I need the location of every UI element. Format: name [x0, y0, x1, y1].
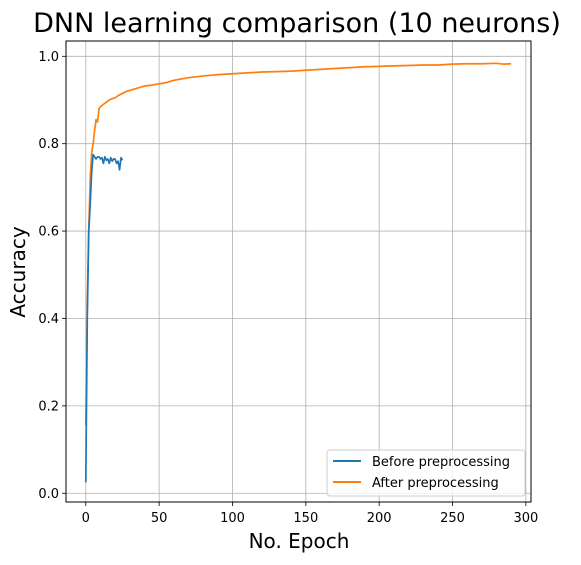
y-tick-label: 0.2	[38, 399, 59, 414]
y-tick-label: 1.0	[38, 50, 59, 65]
tick-layer: 0 50 100 150 200 250 300 0.0 0.2 0.4 0.6 0.8 1.0	[38, 50, 538, 526]
y-tick-label: 0.6	[38, 225, 59, 240]
x-tick-label: 150	[293, 511, 318, 526]
grid	[66, 41, 531, 502]
legend-label-after: After preprocessing	[372, 476, 499, 491]
y-axis-label: Accuracy	[6, 226, 30, 317]
legend: Before preprocessing After preprocessing	[326, 449, 526, 497]
legend-label-before: Before preprocessing	[372, 455, 510, 470]
chart-title: DNN learning comparison (10 neurons)	[33, 8, 561, 39]
x-tick-label: 250	[440, 511, 465, 526]
series-line-before	[84, 153, 124, 483]
x-tick-label: 0	[82, 511, 90, 526]
y-tick-label: 0.0	[38, 487, 59, 502]
y-tick-label: 0.4	[38, 312, 59, 327]
y-tick-label: 0.8	[38, 137, 59, 152]
x-axis-label: No. Epoch	[249, 529, 350, 553]
series-line-after	[84, 62, 512, 426]
x-tick-label: 100	[220, 511, 245, 526]
series-layer	[84, 62, 512, 483]
legend-box	[326, 449, 526, 497]
plot-frame	[65, 40, 532, 503]
x-tick-label: 300	[513, 511, 538, 526]
x-tick-label: 50	[151, 511, 168, 526]
x-tick-label: 200	[367, 511, 392, 526]
